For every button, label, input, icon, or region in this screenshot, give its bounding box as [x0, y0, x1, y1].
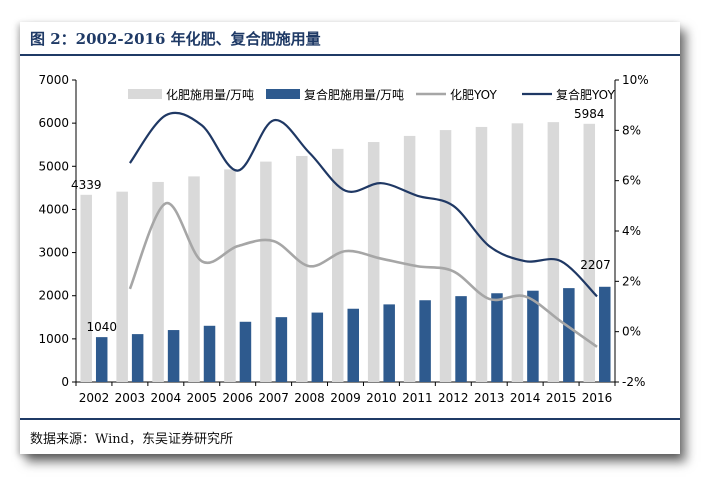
y-right-tick-label: 8%	[622, 123, 641, 137]
x-tick-label: 2004	[151, 391, 182, 405]
x-tick-label: 2006	[222, 391, 253, 405]
bar-fertilizer	[367, 142, 380, 382]
x-tick-label: 2007	[258, 391, 289, 405]
x-tick-label: 2009	[330, 391, 361, 405]
line-fertilizer-yoy	[128, 202, 598, 348]
bar-fertilizer	[332, 148, 344, 382]
bar-compound-fertilizer	[203, 325, 216, 382]
x-tick-label: 2005	[186, 391, 217, 405]
y-right-tick-label: 10%	[622, 73, 649, 87]
y-left-tick-label: 0	[61, 375, 69, 389]
bar-compound-fertilizer	[419, 300, 431, 382]
y-right-tick-label: 4%	[622, 224, 641, 238]
x-tick-label: 2008	[294, 391, 325, 405]
bar-compound-fertilizer	[95, 337, 108, 382]
data-label: 1040	[86, 320, 117, 334]
x-tick-label: 2011	[402, 391, 433, 405]
data-label: 2207	[580, 258, 611, 272]
bar-fertilizer	[403, 135, 416, 382]
bar-fertilizer	[583, 123, 596, 383]
x-tick-label: 2003	[115, 391, 146, 405]
data-label: 4339	[71, 178, 102, 192]
bar-compound-fertilizer	[563, 288, 575, 382]
bar-fertilizer	[439, 130, 452, 382]
bar-fertilizer	[116, 191, 128, 382]
title-bar: 图 2：2002-2016 年化肥、复合肥施用量	[20, 22, 680, 56]
bar-fertilizer	[547, 122, 560, 382]
y-right-tick-label: -2%	[622, 375, 645, 389]
y-left-tick-label: 6000	[38, 116, 69, 130]
legend-label: 复合肥YOY	[556, 87, 615, 102]
y-left-tick-label: 7000	[38, 73, 69, 87]
bar-compound-fertilizer	[311, 312, 324, 382]
y-left-tick-label: 5000	[38, 159, 69, 173]
y-left-tick-label: 2000	[38, 289, 69, 303]
bar-compound-fertilizer	[599, 286, 611, 382]
bar-compound-fertilizer	[131, 334, 144, 382]
legend-label: 化肥施用量/万吨	[166, 88, 254, 102]
x-tick-label: 2014	[510, 391, 541, 405]
data-label: 5984	[574, 107, 605, 121]
x-tick-label: 2016	[582, 391, 613, 405]
line-compound-yoy	[129, 111, 598, 298]
x-tick-label: 2012	[438, 391, 469, 405]
chart-title: 图 2：2002-2016 年化肥、复合肥施用量	[30, 30, 321, 48]
bar-compound-fertilizer	[383, 304, 395, 382]
x-tick-label: 2015	[546, 391, 577, 405]
bar-fertilizer	[260, 161, 272, 382]
y-left-tick-label: 4000	[38, 202, 69, 216]
chart-card: 图 2：2002-2016 年化肥、复合肥施用量 0 1000 2000 3000 40…	[20, 22, 680, 454]
bar-compound-fertilizer	[455, 296, 467, 382]
y-right-tick-label: 0%	[622, 325, 641, 339]
bar-compound-fertilizer	[491, 293, 503, 382]
bar-fertilizer	[188, 176, 200, 382]
bar-fertilizer	[296, 155, 308, 382]
x-tick-label: 2010	[366, 391, 397, 405]
chart-svg: 0 1000 2000 3000 4000 5000 6000 7000 -2% 0% 2% 4% 6%…	[38, 73, 649, 405]
bar-fertilizer	[511, 123, 524, 382]
y-left-tick-label: 1000	[38, 332, 69, 346]
y-right-tick-label: 6%	[622, 174, 641, 188]
legend-swatch	[128, 89, 162, 99]
y-left-tick-label: 3000	[38, 246, 69, 260]
bar-fertilizer	[224, 169, 236, 382]
legend-label: 复合肥施用量/万吨	[304, 87, 404, 102]
legend-swatch	[266, 89, 300, 99]
bar-fertilizer	[80, 194, 92, 382]
bar-fertilizer	[152, 181, 164, 382]
bar-compound-fertilizer	[167, 330, 180, 382]
bar-compound-fertilizer	[275, 317, 288, 382]
y-right-tick-label: 2%	[622, 274, 641, 288]
source-note: 数据来源：Wind，东吴证券研究所	[30, 432, 233, 447]
x-tick-label: 2013	[474, 391, 505, 405]
bar-compound-fertilizer	[527, 290, 539, 382]
bar-compound-fertilizer	[347, 308, 359, 382]
bar-fertilizer	[475, 126, 488, 383]
bar-compound-fertilizer	[239, 321, 252, 382]
legend-label: 化肥YOY	[450, 88, 497, 102]
source-bar: 数据来源：Wind，东吴证券研究所	[20, 418, 680, 456]
x-tick-label: 2002	[79, 391, 110, 405]
